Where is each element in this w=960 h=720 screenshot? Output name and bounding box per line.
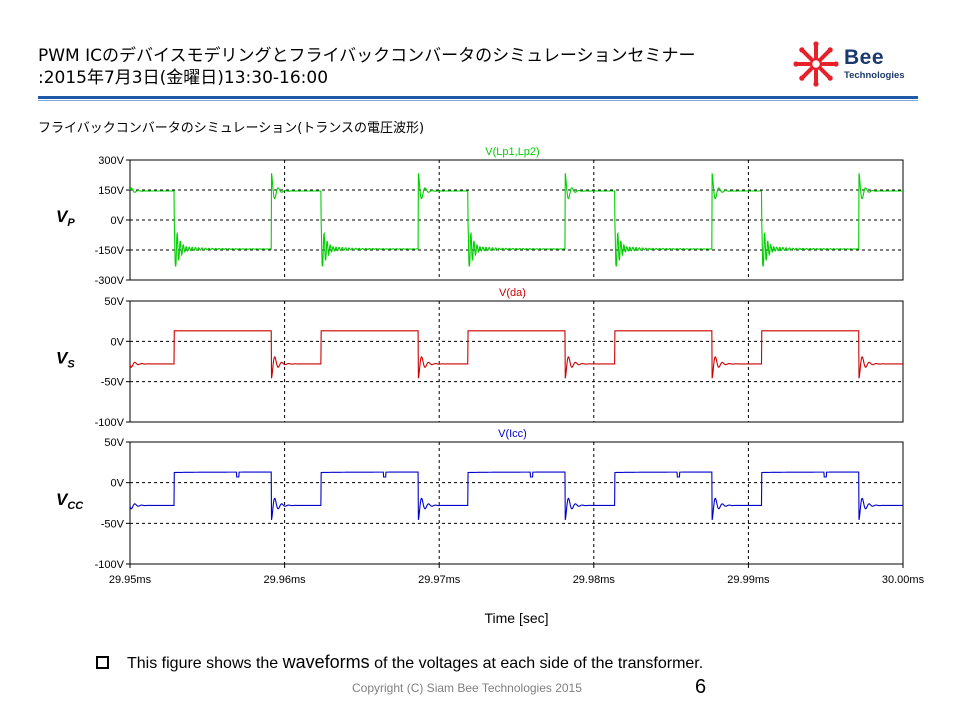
bee-star-icon — [793, 41, 839, 87]
series-label: V(Lp1,Lp2) — [485, 146, 539, 158]
bullet-emphasis: waveforms — [282, 652, 370, 672]
y-tick-label: 150V — [98, 185, 124, 197]
bullet-checkbox-icon — [96, 656, 109, 669]
header-title: PWM ICのデバイスモデリングとフライバックコンバータのシミュレーションセミナ… — [38, 45, 778, 89]
y-tick-label: 50V — [104, 296, 124, 308]
x-tick-label: 29.99ms — [727, 574, 770, 586]
x-axis-label: Time [sec] — [484, 610, 548, 626]
y-tick-label: 300V — [98, 155, 124, 167]
bee-technologies-logo: Bee Technologies — [792, 40, 922, 90]
y-tick-label: 0V — [111, 215, 125, 227]
panel-label: VP — [56, 207, 75, 229]
panel-label: VCC — [56, 490, 84, 512]
header-divider-thin — [38, 100, 918, 101]
x-tick-label: 29.97ms — [418, 574, 461, 586]
y-tick-label: -100V — [95, 559, 125, 571]
y-tick-label: -50V — [101, 518, 125, 530]
logo-subtitle: Technologies — [844, 70, 905, 81]
y-tick-label: 0V — [111, 336, 125, 348]
series-line-3 — [129, 471, 903, 520]
page-number: 6 — [695, 676, 707, 698]
x-tick-label: 29.95ms — [109, 574, 152, 586]
y-tick-label: -300V — [95, 275, 125, 287]
header-divider — [38, 96, 918, 99]
panel-label: VS — [56, 349, 75, 371]
series-label: V(da) — [499, 287, 526, 299]
series-label: V(Icc) — [498, 428, 527, 440]
bullet-text-before: This figure shows the — [127, 655, 283, 672]
x-tick-label: 30.00ms — [882, 574, 925, 586]
series-line-1 — [129, 173, 903, 267]
y-tick-label: -100V — [95, 417, 125, 429]
title-line-2: :2015年7月3日(金曜日)13:30-16:00 — [38, 68, 329, 88]
bullet-note: This figure shows the waveforms of the v… — [96, 652, 703, 673]
copyright: Copyright (C) Siam Bee Technologies 2015 — [352, 681, 582, 695]
y-tick-label: -50V — [101, 377, 125, 389]
plot-frame-2 — [129, 300, 904, 423]
chart-caption: フライバックコンバータのシミュレーション(トランスの電圧波形) — [38, 121, 425, 136]
logo-name: Bee — [844, 46, 885, 69]
x-tick-label: 29.98ms — [573, 574, 616, 586]
series-line-2 — [129, 330, 903, 379]
x-tick-label: 29.96ms — [263, 574, 306, 586]
y-tick-label: 50V — [104, 437, 124, 449]
title-line-1: PWM ICのデバイスモデリングとフライバックコンバータのシミュレーションセミナ… — [38, 46, 696, 66]
plot-frame-3 — [129, 441, 904, 565]
y-tick-label: -150V — [95, 245, 125, 257]
bullet-text-after: of the voltages at each side of the tran… — [369, 655, 704, 672]
y-tick-label: 0V — [111, 478, 125, 490]
